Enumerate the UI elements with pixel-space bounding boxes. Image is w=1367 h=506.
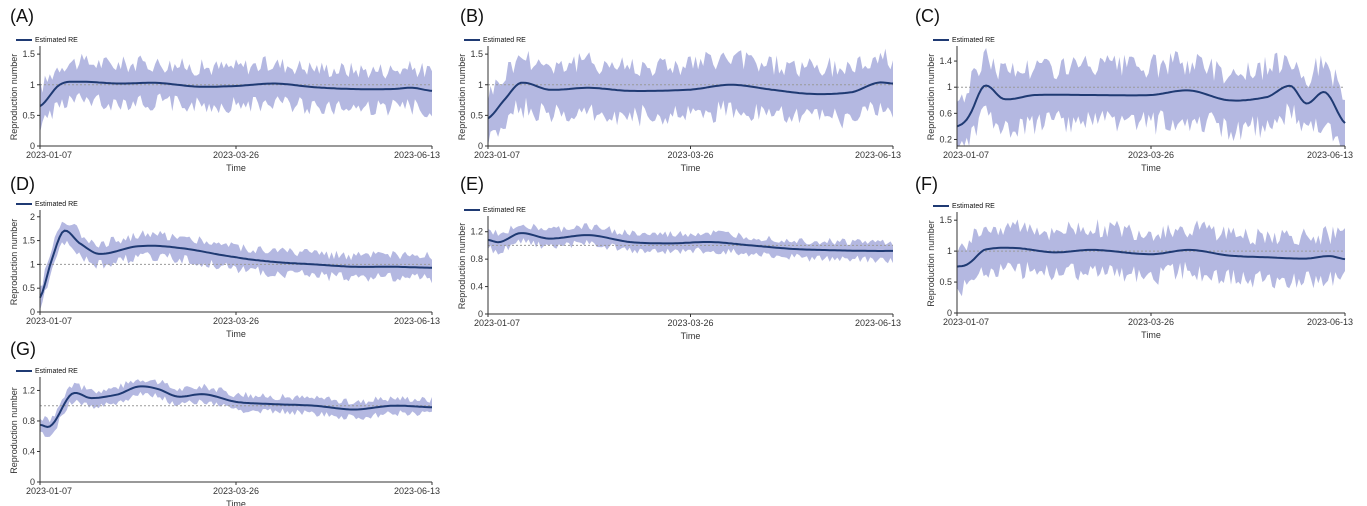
legend-entry: Estimated RE — [483, 37, 526, 44]
y-tick-label: 1 — [947, 82, 952, 92]
panel-letter: (D) — [10, 174, 35, 194]
x-axis-title: Time — [226, 163, 246, 173]
panel-letter: (E) — [460, 174, 484, 194]
x-axis-title: Time — [1141, 163, 1161, 173]
chart-panel-f: (F) Estimated RE 0 0.5 1 1.5 2023-01-07 2023-03… — [915, 174, 1353, 340]
x-axis-title: Time — [681, 331, 701, 341]
y-tick-label: 1.2 — [22, 385, 35, 395]
series-line-estimated-re — [956, 84, 1346, 128]
chart-panel-g: (G) Estimated RE 0 0.4 0.8 1.2 2023-01-07 2023-… — [9, 339, 440, 506]
panel-letter: (G) — [10, 339, 36, 359]
x-tick-label: 2023-03-26 — [1128, 317, 1174, 327]
y-axis-title: Reproduction number — [926, 54, 936, 141]
y-tick-label: 0.2 — [939, 134, 952, 144]
y-tick-label: 0.5 — [22, 110, 35, 120]
series-line-estimated-re — [487, 81, 894, 120]
confidence-band — [957, 219, 1345, 297]
y-axis-title: Reproduction number — [926, 220, 936, 307]
legend-entry: Estimated RE — [35, 201, 78, 208]
y-tick-label: 0 — [478, 141, 483, 151]
y-axis-title: Reproduction number — [9, 219, 19, 306]
y-tick-label: 1.5 — [939, 215, 952, 225]
panel-letter: (B) — [460, 6, 484, 26]
confidence-band — [488, 48, 893, 146]
y-tick-label: 1 — [30, 80, 35, 90]
chart-panel-e: (E) Estimated RE 0 0.4 0.8 1.2 2023-01-07 2023-… — [457, 174, 901, 341]
y-tick-label: 0.5 — [939, 277, 952, 287]
x-tick-label: 2023-01-07 — [474, 318, 520, 328]
y-tick-label: 0 — [947, 308, 952, 318]
y-tick-label: 1.5 — [22, 236, 35, 246]
y-tick-label: 2 — [30, 212, 35, 222]
y-tick-label: 1 — [478, 80, 483, 90]
y-tick-label: 0.5 — [22, 283, 35, 293]
x-tick-label: 2023-03-26 — [213, 316, 259, 326]
y-tick-label: 0.8 — [22, 416, 35, 426]
series-line-estimated-re — [39, 229, 432, 299]
x-tick-label: 2023-06-13 — [855, 318, 901, 328]
confidence-band — [957, 48, 1345, 146]
x-tick-label: 2023-01-07 — [943, 150, 989, 160]
confidence-band — [40, 221, 432, 311]
x-tick-label: 2023-03-26 — [213, 486, 259, 496]
y-tick-label: 1.5 — [470, 49, 483, 59]
y-tick-label: 1.5 — [22, 49, 35, 59]
x-tick-label: 2023-06-13 — [394, 486, 440, 496]
x-axis-title: Time — [226, 329, 246, 339]
x-axis-title: Time — [226, 499, 246, 506]
y-tick-label: 0.8 — [470, 254, 483, 264]
y-tick-label: 0 — [30, 141, 35, 151]
series-line-estimated-re — [39, 80, 433, 108]
confidence-band — [40, 379, 432, 437]
x-tick-label: 2023-01-07 — [474, 150, 520, 160]
y-tick-label: 0 — [478, 309, 483, 319]
x-tick-label: 2023-01-07 — [26, 316, 72, 326]
x-tick-label: 2023-06-13 — [1307, 317, 1353, 327]
x-tick-label: 2023-03-26 — [667, 318, 713, 328]
legend-entry: Estimated RE — [35, 368, 78, 375]
x-tick-label: 2023-03-26 — [667, 150, 713, 160]
x-tick-label: 2023-06-13 — [394, 316, 440, 326]
y-axis-title: Reproduction number — [457, 223, 467, 310]
y-axis-title: Reproduction number — [457, 54, 467, 141]
y-tick-label: 0.6 — [939, 108, 952, 118]
y-tick-label: 1.4 — [939, 56, 952, 66]
legend-entry: Estimated RE — [952, 37, 995, 44]
y-axis-title: Reproduction number — [9, 387, 19, 474]
x-tick-label: 2023-01-07 — [26, 486, 72, 496]
y-tick-label: 0 — [30, 477, 35, 487]
chart-panel-c: (C) Estimated RE 0.2 0.6 1 1.4 2023-01-07 2023-… — [915, 6, 1353, 173]
x-tick-label: 2023-03-26 — [213, 150, 259, 160]
y-tick-label: 1.2 — [470, 227, 483, 237]
x-tick-label: 2023-01-07 — [943, 317, 989, 327]
chart-panel-d: (D)Estimated RE 0 0.5 1 1.5 2 2023-01-07 2023-0… — [9, 174, 440, 339]
legend-entry: Estimated RE — [35, 37, 78, 44]
chart-panel-a: (A) Estimated RE 0 0.5 1 1.5 2023-01-07 2023-03… — [9, 6, 440, 173]
x-tick-label: 2023-03-26 — [1128, 150, 1174, 160]
x-tick-label: 2023-06-13 — [855, 150, 901, 160]
y-tick-label: 1 — [30, 259, 35, 269]
x-tick-label: 2023-06-13 — [394, 150, 440, 160]
confidence-band — [40, 53, 432, 133]
y-tick-label: 1 — [947, 246, 952, 256]
x-axis-title: Time — [681, 163, 701, 173]
y-tick-label: 0 — [30, 307, 35, 317]
x-axis-title: Time — [1141, 330, 1161, 340]
series-line-estimated-re — [956, 246, 1346, 268]
panel-letter: (C) — [915, 6, 940, 26]
y-tick-label: 0.4 — [22, 446, 35, 456]
legend-entry: Estimated RE — [952, 203, 995, 210]
panel-letter: (A) — [10, 6, 34, 26]
x-tick-label: 2023-06-13 — [1307, 150, 1353, 160]
legend-entry: Estimated RE — [483, 207, 526, 214]
panel-letter: (F) — [915, 174, 938, 194]
series-line-estimated-re — [487, 232, 893, 252]
y-tick-label: 0.4 — [470, 282, 483, 292]
chart-panel-b: (B) Estimated RE 0 0.5 1 1.5 2023-01-07 2023-03… — [457, 6, 901, 173]
y-tick-label: 0.5 — [470, 110, 483, 120]
series-line-estimated-re — [39, 385, 432, 429]
y-axis-title: Reproduction number — [9, 54, 19, 141]
x-tick-label: 2023-01-07 — [26, 150, 72, 160]
